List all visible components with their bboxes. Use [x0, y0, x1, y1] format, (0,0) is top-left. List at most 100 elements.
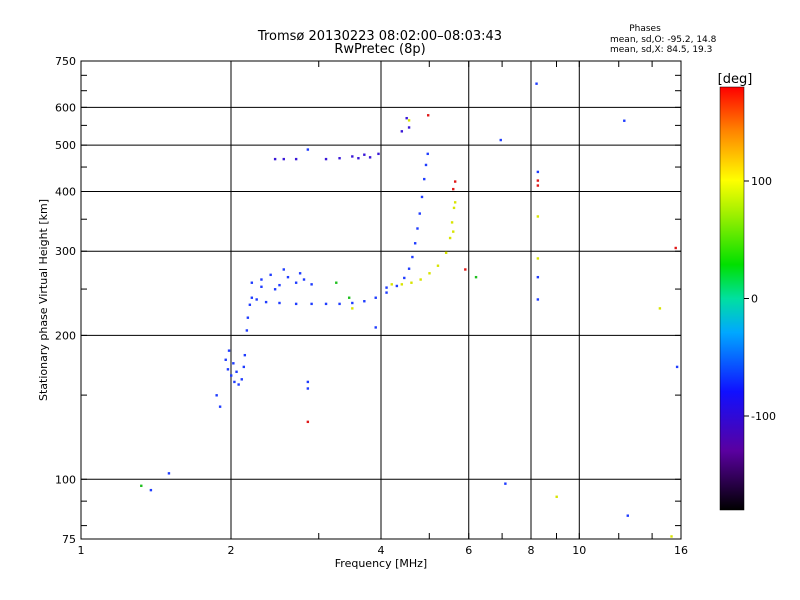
data-point	[426, 152, 429, 156]
y-axis-label: Stationary phase Virtual Height [km]	[37, 199, 50, 401]
y-tick-label: 300	[55, 245, 76, 258]
data-point	[310, 302, 313, 306]
data-point	[400, 130, 404, 133]
data-point	[232, 362, 235, 365]
data-point	[418, 212, 421, 215]
data-point	[250, 281, 254, 284]
data-point	[264, 300, 268, 304]
data-point	[278, 283, 281, 287]
data-point	[269, 273, 272, 277]
y-tick-label: 200	[55, 329, 76, 342]
data-point	[286, 275, 290, 279]
data-point	[416, 227, 419, 230]
data-point	[273, 288, 277, 291]
data-point	[395, 284, 399, 288]
data-point	[226, 368, 230, 371]
colorbar-tick-label: 0	[751, 293, 758, 306]
data-point	[243, 353, 247, 357]
data-point	[377, 152, 380, 156]
data-point	[351, 301, 354, 305]
data-point	[374, 326, 377, 329]
data-point	[237, 383, 240, 386]
data-point	[411, 255, 414, 259]
data-point	[306, 380, 310, 384]
data-point	[306, 148, 310, 151]
data-point	[167, 472, 171, 475]
data-point	[426, 114, 430, 117]
data-point	[444, 251, 448, 255]
data-point	[294, 302, 298, 306]
data-point	[215, 394, 218, 397]
colorbar-ticks: 100 0 -100	[744, 175, 776, 423]
colorbar-tick-label: 100	[751, 175, 772, 188]
data-point	[324, 302, 328, 306]
data-point	[260, 285, 263, 288]
data-point	[453, 180, 457, 183]
chart-subtitle: RwPretec (8p)	[334, 42, 425, 57]
data-point	[403, 276, 406, 280]
data-point	[282, 157, 285, 161]
data-point	[452, 230, 455, 233]
data-point	[623, 119, 626, 122]
data-point	[374, 296, 377, 299]
data-point	[351, 155, 354, 158]
colorbar-tick-label: -100	[751, 410, 776, 423]
x-tick-label: 8	[528, 544, 535, 557]
data-point	[658, 307, 662, 310]
data-point	[428, 272, 431, 275]
data-point	[674, 246, 677, 250]
y-tick-label: 100	[55, 473, 76, 486]
data-point	[306, 387, 310, 390]
data-point	[255, 298, 258, 301]
data-point	[450, 221, 454, 224]
data-point	[335, 281, 338, 284]
data-point	[448, 236, 452, 240]
data-point	[347, 296, 351, 299]
data-point	[306, 420, 310, 424]
data-point	[420, 195, 424, 199]
data-point	[536, 298, 540, 301]
axis-ticks	[80, 60, 682, 540]
data-point	[233, 380, 236, 384]
data-point	[227, 349, 231, 352]
data-point	[536, 170, 540, 174]
data-point	[230, 374, 233, 377]
x-tick-label: 6	[465, 544, 472, 557]
x-tick-label: 16	[674, 544, 688, 557]
data-point	[424, 163, 428, 167]
data-point	[536, 215, 540, 218]
data-point	[338, 302, 341, 306]
data-point	[536, 184, 540, 187]
x-tick-label: 4	[378, 544, 385, 557]
data-point	[535, 82, 538, 85]
data-point	[385, 286, 388, 289]
x-tick-label: 1	[78, 544, 85, 557]
data-point	[407, 267, 411, 270]
data-point	[536, 275, 540, 279]
data-point	[452, 206, 456, 210]
data-point	[536, 257, 540, 260]
data-point	[363, 300, 366, 303]
data-point	[245, 329, 249, 332]
y-tick-label: 600	[55, 101, 76, 114]
data-point	[452, 187, 455, 191]
chart-title: Tromsø 20130223 08:02:00–08:03:43	[257, 29, 502, 44]
data-point	[351, 307, 354, 310]
data-point	[555, 495, 558, 498]
data-point	[626, 514, 629, 517]
data-point	[224, 358, 227, 361]
data-point	[273, 157, 277, 161]
y-tick-labels: 75 100 200 300 400 500 600 750	[55, 55, 76, 546]
info-heading: Phases	[629, 24, 661, 34]
data-point	[149, 488, 153, 492]
data-point	[242, 365, 246, 369]
y-tick-label: 75	[62, 533, 76, 546]
info-line-x: mean, sd,X: 84.5, 19.3	[610, 45, 712, 55]
x-tick-label: 10	[572, 544, 586, 557]
data-point	[410, 281, 413, 284]
y-tick-label: 750	[55, 55, 76, 68]
info-line-o: mean, sd,O: -95.2, 14.8	[610, 35, 717, 45]
data-point	[407, 126, 411, 129]
data-point	[499, 138, 502, 142]
